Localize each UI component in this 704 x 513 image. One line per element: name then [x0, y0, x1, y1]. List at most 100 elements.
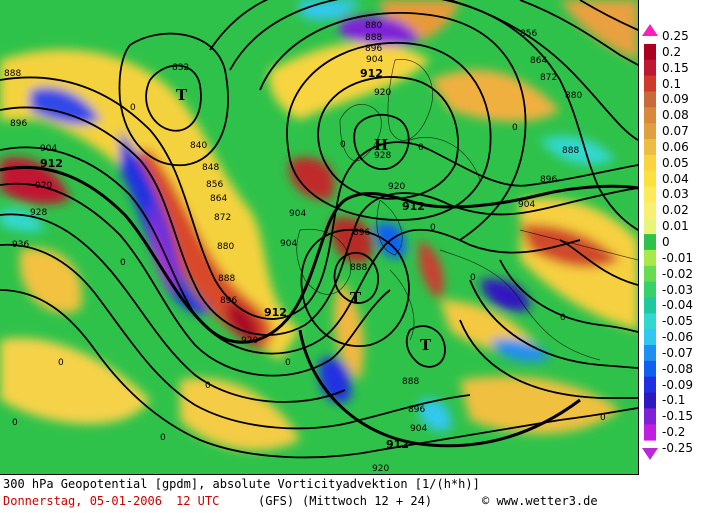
legend-swatch: [644, 154, 656, 172]
contour-label-bold: 912: [264, 306, 287, 319]
legend-label: 0: [662, 235, 670, 249]
zero-label: 0: [430, 223, 436, 233]
high-center-scandinavia: H: [374, 136, 388, 154]
contour-label-bold: 912: [40, 157, 63, 170]
legend-label: -0.04: [662, 298, 694, 313]
contour-label: 904: [40, 144, 57, 154]
contour-label: 904: [280, 239, 297, 249]
contour-label: 896: [365, 44, 382, 54]
contour-label: 872: [540, 73, 557, 83]
legend-label: -0.01: [662, 250, 694, 265]
weather-map: 880 888 896 904 912 920 928 920 912 832 …: [0, 0, 639, 475]
contour-label-bold: 912: [360, 67, 383, 80]
legend-swatch: [644, 408, 656, 425]
legend-label: -0.25: [662, 441, 694, 455]
pressure-centers: T H T T: [176, 86, 432, 354]
legend-label: -0.09: [662, 377, 694, 392]
contour-label: 888: [562, 146, 579, 156]
legend-bottom-arrow: [642, 448, 658, 460]
legend-label: -0.03: [662, 282, 694, 297]
contour-label: 872: [214, 213, 231, 223]
coastlines: [296, 59, 638, 361]
contour-label: 896: [540, 175, 557, 185]
legend-swatch: [644, 123, 656, 140]
zero-label: 0: [560, 313, 566, 323]
legend-swatch: [644, 234, 656, 251]
legend-swatch: [644, 59, 656, 77]
zero-label: 0: [285, 358, 291, 368]
legend-swatch: [644, 202, 656, 219]
zero-label: 0: [418, 143, 424, 153]
legend-label: 0.01: [662, 219, 689, 234]
legend-swatch: [644, 170, 656, 188]
caption-model: (GFS): [258, 494, 295, 508]
contour-label: 920: [372, 464, 389, 474]
legend-swatch: [644, 297, 656, 314]
zero-labels: 0 0 0 0 0 0 0 0 0 0 0 0 0 0: [12, 103, 606, 443]
legend-label: 0.05: [662, 155, 689, 170]
legend-swatch: [644, 376, 656, 394]
zero-label: 0: [205, 381, 211, 391]
legend-label: -0.05: [662, 314, 694, 329]
zero-label: 0: [600, 413, 606, 423]
caption-time: 12 UTC: [176, 494, 220, 508]
contour-label: 856: [520, 29, 537, 39]
contour-label: 896: [220, 296, 237, 306]
contour-label: 904: [366, 55, 383, 65]
legend-swatch: [644, 424, 656, 441]
zero-label: 0: [512, 123, 518, 133]
low-center-atlantic: T: [176, 86, 188, 104]
zero-label: 0: [160, 433, 166, 443]
contour-label: 920: [374, 88, 391, 98]
legend-swatch: [644, 218, 656, 235]
contour-labels: 880 888 896 904 912 920 928 920 912 832 …: [4, 21, 582, 474]
legend-swatch: [644, 360, 656, 378]
legend-label: -0.1: [662, 393, 686, 408]
legend-label: -0.07: [662, 345, 694, 360]
contour-label: 896: [353, 228, 370, 238]
low-center-central-med: T: [420, 336, 432, 354]
contour-label-bold: 912: [386, 438, 409, 451]
contour-label: 840: [190, 141, 207, 151]
contour-label: 920: [388, 182, 405, 192]
legend-swatch: [644, 107, 656, 124]
legend-swatch: [644, 392, 656, 409]
legend-label: 0.02: [662, 203, 689, 218]
legend-swatch: [644, 186, 656, 203]
contour-label: 928: [374, 151, 391, 161]
contour-label: 920: [35, 181, 52, 191]
legend-swatch: [644, 313, 656, 330]
contour-label: 896: [408, 405, 425, 415]
color-legend: 0.25 0.2 0.15 0.1 0.09 0.08 0.07 0.06 0.05 0.04 0.…: [640, 24, 704, 460]
contour-label: 888: [402, 377, 419, 387]
caption-forecast: (Mittwoch 12 + 24): [302, 494, 433, 508]
zero-label: 0: [130, 103, 136, 113]
legend-swatch: [644, 265, 656, 283]
legend-swatch: [644, 75, 656, 92]
legend-label: 0.07: [662, 124, 689, 139]
contour-label: 888: [365, 33, 382, 43]
legend-top-arrow: [642, 24, 658, 36]
legend-swatch: [644, 345, 656, 362]
zero-label: 0: [58, 358, 64, 368]
zero-label: 0: [120, 258, 126, 268]
zero-label: 0: [470, 273, 476, 283]
legend-label: -0.2: [662, 425, 686, 440]
legend-swatch: [644, 139, 656, 156]
contour-label-bold: 912: [402, 200, 425, 213]
legend-label: -0.15: [662, 409, 694, 424]
contour-label: 832: [172, 63, 189, 73]
contour-label: 904: [518, 200, 535, 210]
contour-label: 928: [30, 208, 47, 218]
legend-label: 0.06: [662, 139, 689, 154]
legend-label: 0.03: [662, 187, 689, 202]
legend-label: 0.1: [662, 76, 682, 91]
contour-label: 856: [206, 180, 223, 190]
legend-swatch: [644, 91, 656, 108]
contour-label: 880: [217, 242, 234, 252]
caption-date: Donnerstag, 05-01-2006: [3, 494, 162, 508]
legend-label: 0.25: [662, 29, 689, 43]
legend-swatch: [644, 281, 656, 298]
contour-label: 888: [350, 263, 367, 273]
legend-label: 0.09: [662, 92, 689, 107]
